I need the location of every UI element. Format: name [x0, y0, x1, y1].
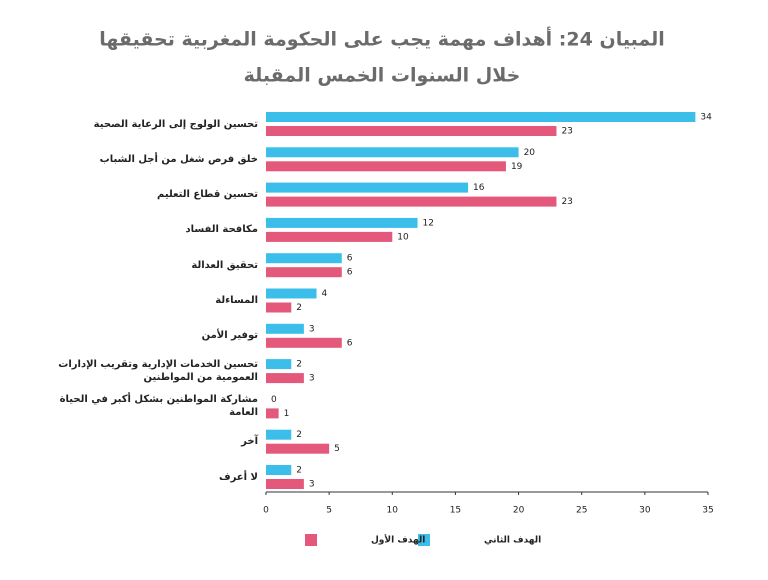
bar [266, 253, 342, 264]
category-label: آخر [241, 436, 258, 448]
value-label: 0 [271, 395, 277, 405]
bar [266, 479, 304, 489]
bar [266, 408, 279, 419]
category-label: مكافحة الفساد [185, 224, 258, 236]
x-tick-label: 5 [326, 506, 332, 516]
x-tick-label: 15 [450, 506, 461, 516]
legend-swatch [305, 534, 317, 546]
legend-label: الهدف الثاني [484, 536, 541, 546]
chart-subtitle: خلال السنوات الخمس المقبلة [244, 65, 521, 87]
value-label: 4 [322, 289, 328, 299]
category-label: توفير الأمن [201, 330, 258, 342]
category-label: تحقيق العدالة [191, 259, 258, 271]
legend-label: الهدف الأول [371, 534, 425, 546]
category-label: المساءلة [215, 295, 258, 306]
bar [266, 373, 304, 384]
bar [266, 161, 506, 172]
value-label: 6 [347, 268, 353, 278]
x-tick-label: 25 [576, 506, 587, 516]
bar [266, 337, 342, 348]
bar [266, 126, 557, 136]
value-label: 34 [700, 113, 712, 123]
category-label: مشاركة المواطنين بشكل أكبر في الحياة الع… [59, 394, 258, 419]
bar [266, 147, 519, 158]
value-label: 12 [423, 218, 434, 228]
chart-title: المبيان 24: أهداف مهمة يجب على الحكومة ا… [99, 27, 664, 51]
x-tick-label: 35 [702, 506, 713, 516]
value-label: 3 [309, 480, 315, 490]
value-label: 3 [309, 374, 315, 384]
bar [266, 196, 557, 207]
bar [266, 302, 292, 313]
value-label: 10 [397, 232, 409, 242]
x-tick-label: 30 [639, 506, 651, 516]
value-label: 1 [284, 409, 290, 419]
value-label: 16 [473, 183, 485, 193]
value-label: 3 [309, 324, 315, 334]
bar [266, 359, 292, 370]
category-label: لا أعرف [218, 471, 258, 483]
bar [266, 267, 342, 278]
category-label: خلق فرص شغل من أجل الشباب [99, 153, 258, 165]
value-label: 23 [561, 197, 572, 207]
bar [266, 182, 469, 193]
category-label: تحسين الخدمات الإدارية وتقريب الإدارات ا… [58, 359, 258, 384]
value-label: 6 [347, 254, 353, 264]
value-label: 23 [561, 127, 572, 137]
bar [266, 217, 418, 228]
legend-swatch [418, 534, 430, 546]
bar [266, 443, 330, 454]
x-tick-label: 10 [387, 506, 399, 516]
bar [266, 112, 696, 122]
value-label: 5 [334, 444, 340, 454]
category-label: تحسين قطاع التعليم [157, 189, 258, 201]
x-tick-label: 0 [263, 506, 269, 516]
value-label: 19 [511, 162, 523, 172]
x-tick-label: 20 [513, 506, 525, 516]
value-label: 6 [347, 338, 353, 348]
value-label: 2 [296, 466, 302, 476]
bar [266, 465, 292, 475]
bar [266, 288, 317, 299]
value-label: 2 [296, 303, 302, 313]
bar [266, 429, 292, 440]
bar [266, 323, 304, 334]
value-label: 2 [296, 430, 302, 440]
value-label: 2 [296, 360, 302, 370]
category-label: تحسين الولوج إلى الرعاية الصحية [93, 118, 258, 130]
bar [266, 231, 393, 242]
value-label: 20 [524, 148, 536, 158]
